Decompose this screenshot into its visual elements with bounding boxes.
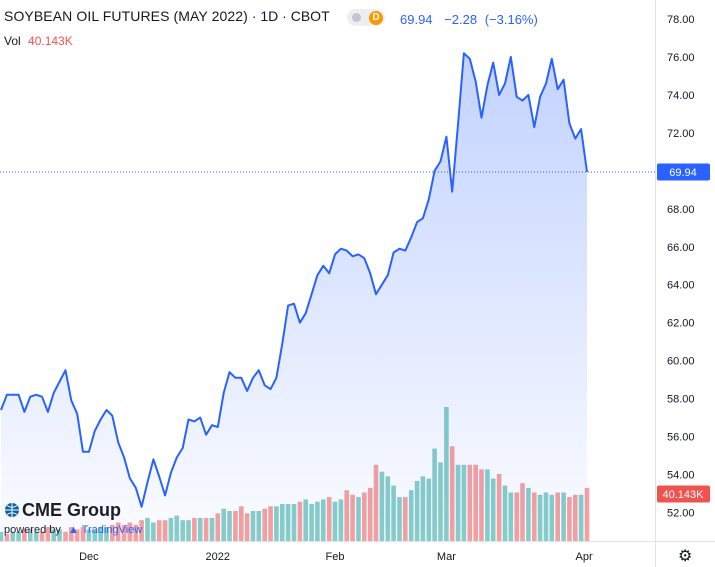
- tradingview-brand: TradingView: [81, 524, 143, 536]
- time-tick-label: Mar: [437, 551, 456, 563]
- market-status-pill[interactable]: D: [347, 9, 385, 26]
- time-tick-label: Dec: [79, 551, 99, 563]
- volume-legend-value: 40.143K: [28, 34, 73, 48]
- cme-logo-text: CME Group: [22, 500, 121, 520]
- price-scale[interactable]: 52.00 54.00 56.00 58.00 60.00 62.00 64.00 66.00…: [667, 14, 695, 520]
- last-price-value: 69.94: [669, 167, 697, 179]
- tradingview-icon: ▲: [67, 524, 79, 536]
- price-tick-label: 56.00: [667, 432, 695, 444]
- price-change: −2.28: [444, 12, 478, 27]
- separator-dot: ·: [251, 8, 261, 24]
- time-tick-label: Apr: [576, 551, 593, 563]
- price-tick-label: 66.00: [667, 242, 695, 254]
- price-tick-label: 52.00: [667, 508, 695, 520]
- last-price: 69.94: [400, 12, 433, 27]
- price-change-pct: (−3.16%): [484, 12, 538, 27]
- volume-legend[interactable]: Vol 40.143K: [4, 34, 73, 48]
- volume-legend-label: Vol: [4, 34, 21, 48]
- price-tick-label: 68.00: [667, 204, 695, 216]
- price-tick-label: 78.00: [667, 14, 695, 26]
- price-tick-label: 58.00: [667, 394, 695, 406]
- powered-by-label: powered by: [4, 524, 61, 536]
- volume-value-label: 40.143K: [657, 485, 710, 503]
- price-tick-label: 64.00: [667, 280, 695, 292]
- time-scale[interactable]: Dec 2022 Feb Mar Apr: [79, 551, 593, 563]
- price-line: [0, 52, 588, 508]
- exchange-label: CBOT: [290, 8, 330, 24]
- price-tick-label: 62.00: [667, 318, 695, 330]
- cme-globe-icon: [5, 503, 19, 517]
- price-tick-label: 76.00: [667, 52, 695, 64]
- price-tick-label: 74.00: [667, 90, 695, 102]
- price-tick-label: 72.00: [667, 128, 695, 140]
- gear-icon[interactable]: ⚙: [678, 548, 693, 565]
- volume-value: 40.143K: [663, 489, 705, 501]
- interval-label: 1D: [260, 8, 279, 24]
- separator-dot: ·: [282, 8, 291, 24]
- powered-by: powered by ▲ TradingView: [4, 524, 142, 536]
- last-price-label: 69.94: [657, 163, 710, 181]
- delayed-data-badge[interactable]: D: [369, 11, 383, 25]
- price-info: 69.94 −2.28 (−3.16%): [400, 12, 538, 27]
- symbol-header[interactable]: SOYBEAN OIL FUTURES (MAY 2022) · 1D · CB…: [4, 8, 330, 24]
- symbol-title: SOYBEAN OIL FUTURES (MAY 2022): [4, 8, 248, 24]
- price-tick-label: 60.00: [667, 356, 695, 368]
- time-tick-label: 2022: [206, 551, 230, 563]
- time-tick-label: Feb: [326, 551, 345, 563]
- market-closed-dot-icon: [352, 13, 361, 22]
- price-tick-label: 54.00: [667, 470, 695, 482]
- price-area-fill: [1, 53, 587, 541]
